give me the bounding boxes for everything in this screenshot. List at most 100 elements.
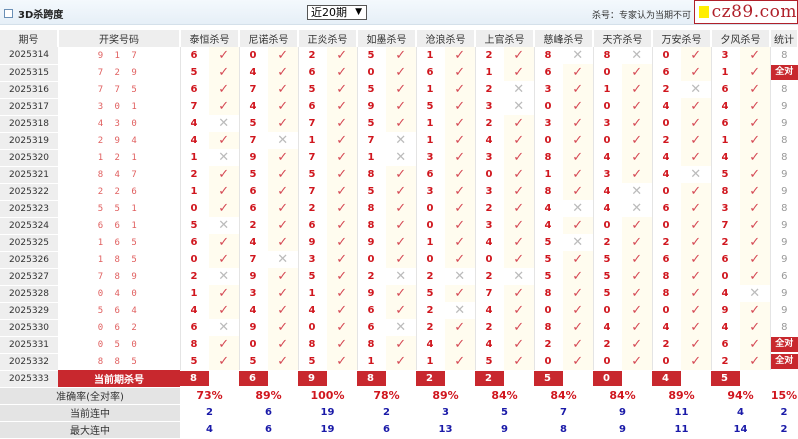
kill-number: 7 [475,285,504,302]
kill-number: 4 [180,115,209,132]
kill-number: 4 [593,200,622,217]
check-icon: ✓ [445,353,475,370]
kill-number: 6 [239,183,268,200]
summary-value: 4 [180,421,239,438]
check-icon: ✓ [268,336,298,353]
kill-number: 6 [416,64,445,81]
kill-number: 9 [357,234,386,251]
empty-cell [445,370,475,387]
check-icon: ✓ [386,115,416,132]
draw-number-cell: 5 5 1 [58,200,180,217]
kill-number: 0 [652,353,681,370]
empty-cell [740,370,770,387]
kill-number: 0 [534,302,563,319]
period-select[interactable]: 近20期▼ [307,5,367,20]
empty-cell [622,370,652,387]
cross-icon: ✕ [622,183,652,200]
kill-number: 0 [475,166,504,183]
kill-number: 2 [534,336,563,353]
kill-number: 9 [357,98,386,115]
period-cell: 2025314 [0,47,58,64]
correct-count: 9 [781,254,787,265]
check-icon: ✓ [268,81,298,98]
kill-number: 2 [711,353,740,370]
kill-number: 5 [298,81,327,98]
col-header-expert: 天齐杀号 [593,30,652,47]
kill-number: 4 [711,319,740,336]
stat-cell: 9 [770,166,798,183]
stat-cell: 9 [770,285,798,302]
check-icon: ✓ [327,81,357,98]
check-icon: ✓ [268,234,298,251]
kill-number: 6 [180,319,209,336]
kill-number: 4 [475,234,504,251]
check-icon: ✓ [504,132,534,149]
check-icon: ✓ [386,64,416,81]
check-icon: ✓ [445,251,475,268]
cross-icon: ✕ [504,98,534,115]
kill-number: 5 [534,234,563,251]
check-icon: ✓ [563,302,593,319]
period-cell: 2025325 [0,234,58,251]
check-icon: ✓ [563,353,593,370]
period-cell: 2025331 [0,336,58,353]
check-icon: ✓ [445,217,475,234]
kill-number: 1 [180,149,209,166]
check-icon: ✓ [268,47,298,64]
check-icon: ✓ [740,81,770,98]
cross-icon: ✕ [622,200,652,217]
kill-number: 1 [298,132,327,149]
kill-number: 1 [180,285,209,302]
check-icon: ✓ [681,353,711,370]
current-kill-number: 4 [652,371,681,386]
check-icon: ✓ [504,166,534,183]
kill-number: 7 [239,132,268,149]
check-icon: ✓ [681,234,711,251]
check-icon: ✓ [209,183,239,200]
check-icon: ✓ [327,47,357,64]
cross-icon: ✕ [622,47,652,64]
kill-number: 2 [180,268,209,285]
kill-number: 8 [711,183,740,200]
check-icon: ✓ [681,64,711,81]
check-icon: ✓ [740,200,770,217]
kill-number: 9 [298,234,327,251]
all-correct-badge: 全对 [771,65,798,80]
check-icon: ✓ [740,64,770,81]
kill-number: 5 [593,268,622,285]
current-kill-number: 8 [180,371,209,386]
draw-number-cell: 2 9 4 [58,132,180,149]
kill-number: 6 [652,200,681,217]
correct-count: 6 [781,271,787,282]
cross-icon: ✕ [209,115,239,132]
kill-number: 2 [475,81,504,98]
check-icon: ✓ [445,98,475,115]
kill-number: 5 [593,251,622,268]
col-header-qi: 期号 [0,30,58,47]
check-icon: ✓ [622,98,652,115]
kill-number: 2 [475,47,504,64]
summary-value: 8 [534,421,593,438]
check-icon: ✓ [327,217,357,234]
summary-value: 84% [475,387,534,404]
kill-number: 4 [593,183,622,200]
kill-number: 8 [534,285,563,302]
kill-number: 5 [534,251,563,268]
check-icon: ✓ [327,285,357,302]
kill-number: 0 [593,217,622,234]
summary-label: 最大连中 [0,421,180,438]
kill-number: 0 [593,98,622,115]
check-icon: ✓ [622,251,652,268]
check-icon: ✓ [740,336,770,353]
kill-number: 0 [416,217,445,234]
summary-stat: 2 [770,404,798,421]
cross-icon: ✕ [209,319,239,336]
correct-count: 9 [781,169,787,180]
site-logo[interactable]: cz89.com [694,0,798,24]
kill-number: 2 [298,200,327,217]
check-icon: ✓ [740,353,770,370]
col-header-expert: 沧浪杀号 [416,30,475,47]
stat-cell: 9 [770,115,798,132]
kill-number: 3 [475,217,504,234]
